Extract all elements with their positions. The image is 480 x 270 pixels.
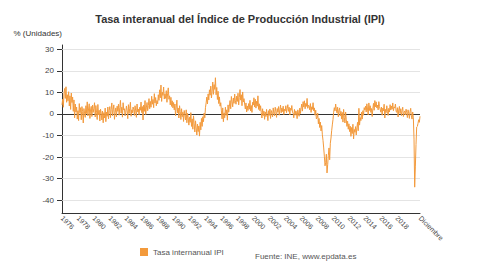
svg-text:Fuente: INE, www.epdata.es: Fuente: INE, www.epdata.es: [255, 252, 356, 261]
svg-text:10: 10: [45, 88, 54, 97]
svg-text:2016: 2016: [378, 215, 394, 231]
svg-text:0: 0: [50, 109, 55, 118]
svg-text:30: 30: [45, 45, 54, 54]
svg-text:Diciembre: Diciembre: [418, 215, 445, 242]
svg-text:20: 20: [45, 66, 54, 75]
svg-text:-40: -40: [42, 196, 54, 205]
svg-text:2010: 2010: [331, 215, 347, 231]
svg-text:1992: 1992: [187, 215, 203, 231]
svg-text:2002: 2002: [267, 215, 283, 231]
svg-text:2012: 2012: [346, 215, 362, 231]
svg-text:2008: 2008: [315, 215, 331, 231]
svg-text:2006: 2006: [299, 215, 315, 231]
svg-text:2014: 2014: [362, 215, 378, 231]
svg-text:1986: 1986: [139, 215, 155, 231]
svg-text:% (Unidades): % (Unidades): [14, 29, 63, 38]
svg-text:1996: 1996: [219, 215, 235, 231]
svg-text:2004: 2004: [283, 215, 299, 231]
svg-text:-10: -10: [42, 131, 54, 140]
svg-text:-20: -20: [42, 153, 54, 162]
svg-text:1978: 1978: [75, 215, 91, 231]
svg-text:Tasa interanual del Índice de: Tasa interanual del Índice de Producción…: [95, 13, 385, 25]
svg-text:1984: 1984: [123, 215, 139, 231]
svg-text:1994: 1994: [203, 215, 219, 231]
svg-text:Tasa internanual IPI: Tasa internanual IPI: [153, 248, 224, 257]
svg-text:1976: 1976: [60, 215, 76, 231]
svg-text:1990: 1990: [171, 215, 187, 231]
svg-text:1988: 1988: [155, 215, 171, 231]
svg-text:2000: 2000: [251, 215, 267, 231]
svg-text:-30: -30: [42, 174, 54, 183]
svg-text:2018: 2018: [394, 215, 410, 231]
svg-text:1980: 1980: [91, 215, 107, 231]
svg-text:1998: 1998: [235, 215, 251, 231]
svg-text:1982: 1982: [107, 215, 123, 231]
